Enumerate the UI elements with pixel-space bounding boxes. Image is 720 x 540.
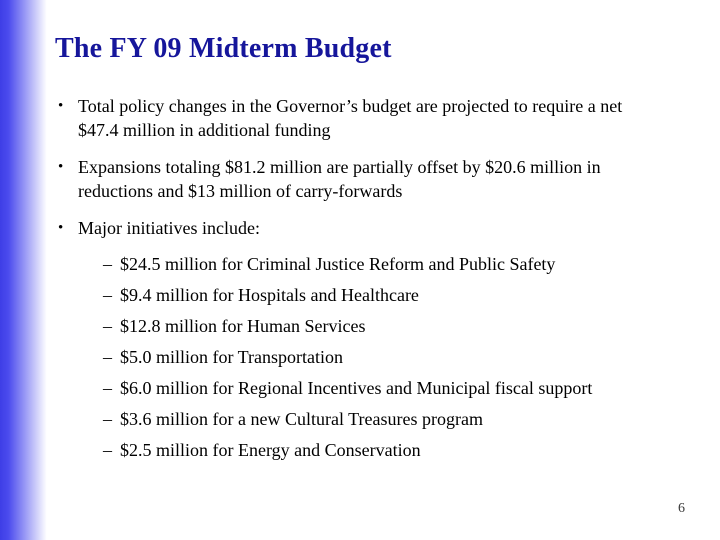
dash-icon: – — [103, 378, 112, 398]
dash-icon: – — [103, 409, 112, 429]
bullet-text: Total policy changes in the Governor’s b… — [78, 96, 623, 140]
initiative-item: – $3.6 million for a new Cultural Treasu… — [58, 404, 700, 435]
bullet-icon: • — [58, 220, 64, 236]
initiative-item: – $9.4 million for Hospitals and Healthc… — [58, 280, 700, 311]
initiative-text: $9.4 million for Hospitals and Healthcar… — [120, 285, 419, 305]
initiative-text: $2.5 million for Energy and Conservation — [120, 440, 421, 460]
slide-title: The FY 09 Midterm Budget — [55, 33, 392, 64]
initiative-text: $24.5 million for Criminal Justice Refor… — [120, 254, 556, 274]
sidebar-gradient-bar — [0, 0, 60, 540]
initiative-item: – $12.8 million for Human Services — [58, 311, 700, 342]
dash-icon: – — [103, 254, 112, 274]
dash-icon: – — [103, 285, 112, 305]
bullet-item: • Total policy changes in the Governor’s… — [58, 94, 700, 142]
bullet-item: • Major initiatives include: — [58, 216, 700, 240]
initiative-item: – $24.5 million for Criminal Justice Ref… — [58, 249, 700, 280]
bullet-icon: • — [58, 98, 64, 114]
slide-body: • Total policy changes in the Governor’s… — [58, 94, 700, 466]
initiative-item: – $6.0 million for Regional Incentives a… — [58, 373, 700, 404]
initiative-text: $12.8 million for Human Services — [120, 316, 366, 336]
bullet-text: Expansions totaling $81.2 million are pa… — [78, 157, 601, 201]
initiative-item: – $5.0 million for Transportation — [58, 342, 700, 373]
bullet-icon: • — [58, 159, 64, 175]
dash-icon: – — [103, 347, 112, 367]
page-number: 6 — [678, 501, 685, 516]
dash-icon: – — [103, 316, 112, 336]
initiative-text: $3.6 million for a new Cultural Treasure… — [120, 409, 483, 429]
bullet-text: Major initiatives include: — [78, 218, 260, 238]
dash-icon: – — [103, 440, 112, 460]
initiative-text: $6.0 million for Regional Incentives and… — [120, 378, 593, 398]
bullet-item: • Expansions totaling $81.2 million are … — [58, 155, 700, 203]
initiative-item: – $2.5 million for Energy and Conservati… — [58, 435, 700, 466]
initiative-text: $5.0 million for Transportation — [120, 347, 344, 367]
